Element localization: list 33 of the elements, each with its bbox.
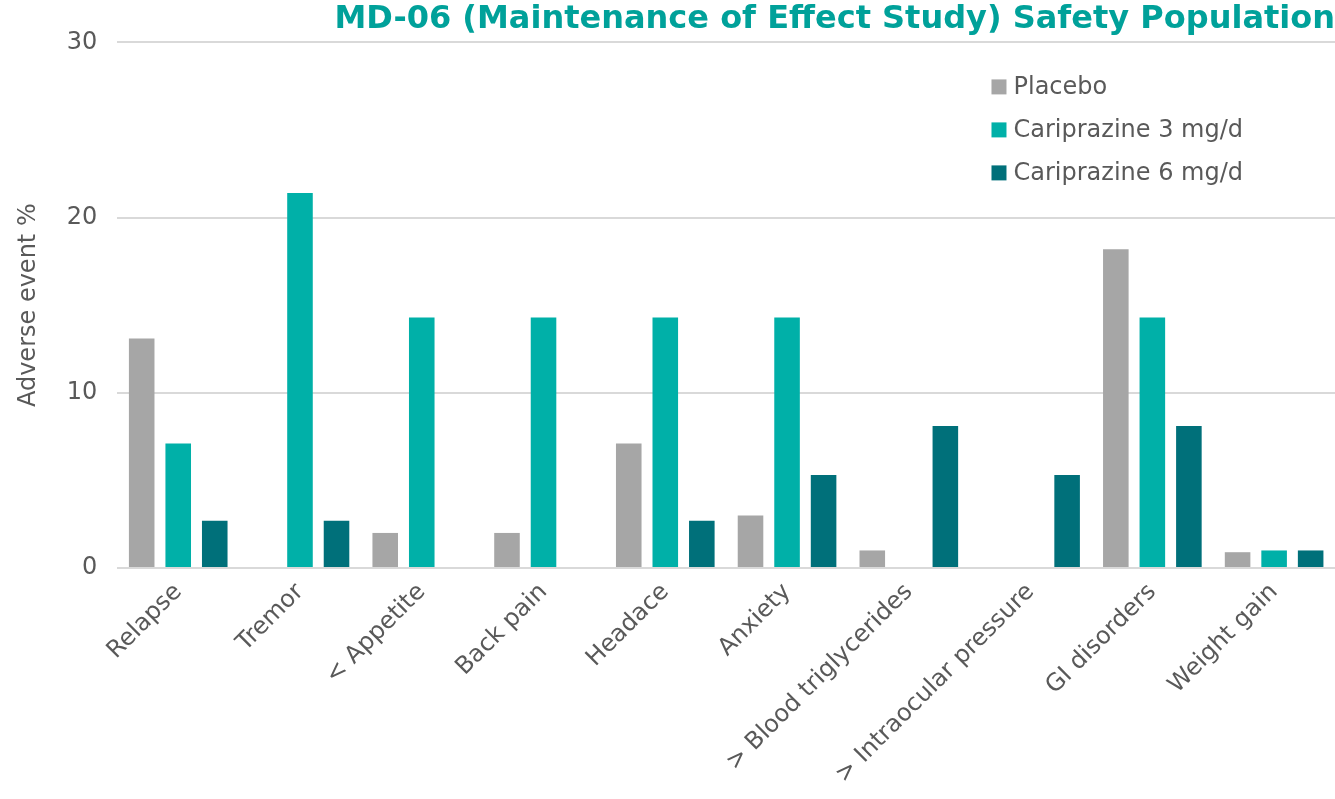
bar xyxy=(689,520,715,567)
y-axis-title: Adverse event % xyxy=(12,203,41,408)
bar xyxy=(615,443,642,567)
bar xyxy=(372,532,399,567)
bar xyxy=(287,193,313,567)
bar xyxy=(1176,426,1202,567)
bar xyxy=(201,520,228,567)
y-tick-label: 10 xyxy=(66,377,98,406)
y-tick-label: 30 xyxy=(66,26,98,55)
legend-label: Placebo xyxy=(1013,71,1108,100)
bar xyxy=(323,520,350,567)
legend-label: Cariprazine 6 mg/d xyxy=(1013,157,1243,186)
bar xyxy=(1054,475,1080,567)
y-tick-label: 0 xyxy=(82,552,98,581)
legend-label: Cariprazine 3 mg/d xyxy=(1013,114,1243,143)
bar xyxy=(1103,249,1129,567)
bar xyxy=(652,317,679,567)
chart-title: MD-06 (Maintenance of Effect Study) Safety Population xyxy=(334,0,1335,36)
bar xyxy=(810,475,837,567)
bar xyxy=(1224,552,1251,567)
bar xyxy=(1261,550,1287,567)
bar xyxy=(737,515,764,567)
bar xyxy=(1139,317,1166,567)
bar xyxy=(494,532,520,567)
bar xyxy=(859,550,886,567)
bar xyxy=(165,443,192,567)
bar xyxy=(932,426,959,567)
bar xyxy=(408,317,435,567)
y-tick-label: 20 xyxy=(66,201,98,230)
bar xyxy=(774,317,800,567)
bar xyxy=(128,338,155,567)
bar xyxy=(1297,550,1324,567)
bar xyxy=(530,317,557,567)
